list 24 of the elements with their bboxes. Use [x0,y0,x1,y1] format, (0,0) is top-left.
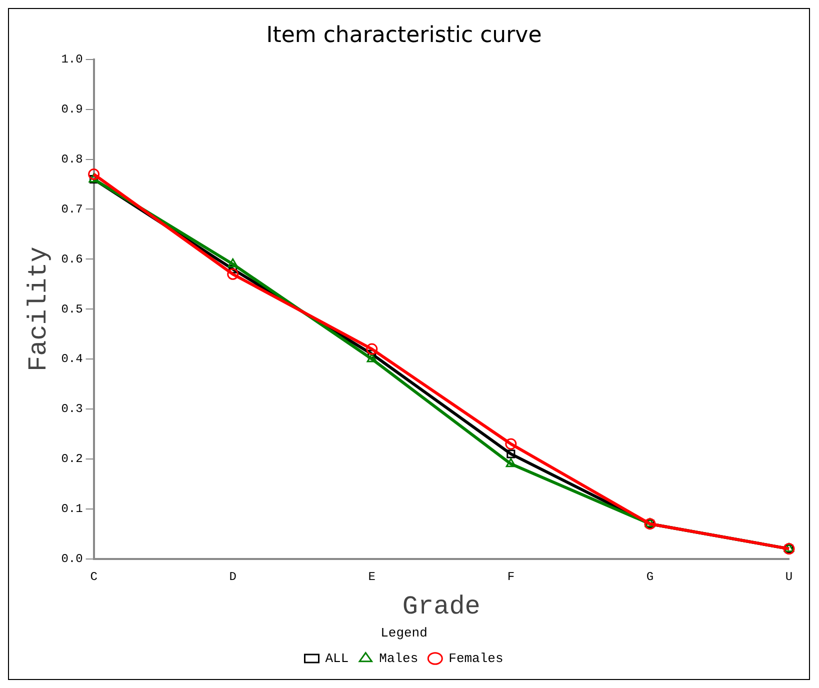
y-tick-label: 0.9 [61,102,83,117]
y-tick-label: 0.0 [61,552,83,566]
x-axis-title: Grade [402,592,480,622]
y-tick-label: 0.1 [61,502,83,516]
y-tick-label: 0.7 [61,202,83,216]
y-tick-label: 1.0 [61,52,83,67]
x-tick-label: G [646,570,654,584]
legend-label: ALL [325,650,349,666]
x-tick-label: D [229,570,236,584]
y-tick-label: 0.3 [61,402,83,416]
x-tick-label: E [368,570,376,584]
legend-label: Males [379,650,418,666]
legend-label: Females [448,650,504,666]
y-tick-label: 0.6 [61,252,83,266]
chart-title: Item characteristic curve [266,22,542,48]
y-axis-title: Facility [23,246,54,372]
legend-title: Legend [380,625,428,640]
y-tick-label: 0.2 [61,452,83,466]
x-tick-label: C [90,570,98,584]
y-tick-label: 0.4 [61,352,83,366]
x-tick-label: U [785,570,793,584]
x-tick-label: F [507,570,515,584]
y-tick-label: 0.8 [61,152,83,166]
y-tick-label: 0.5 [61,302,83,316]
